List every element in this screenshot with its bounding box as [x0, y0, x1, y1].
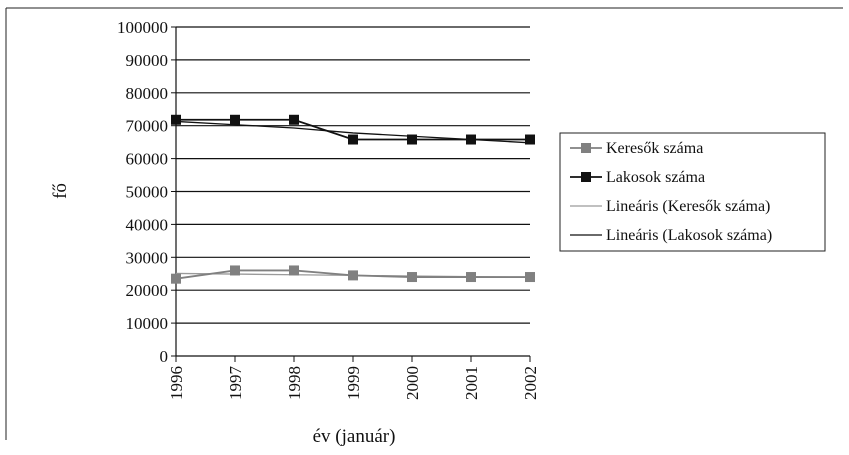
x-tick-label: 1998	[285, 366, 304, 400]
x-axis-title: év (január)	[313, 426, 396, 447]
x-tick-label: 2000	[403, 366, 422, 400]
legend-box	[559, 132, 826, 252]
data-point	[289, 265, 299, 276]
legend-label: Lineáris (Keresők száma)	[606, 198, 770, 215]
y-tick-label: 30000	[126, 248, 169, 267]
data-point	[407, 134, 417, 145]
x-tick-labels: 1996 1997 1998 1999 2000 2001 2002	[167, 366, 540, 401]
legend-label: Keresők száma	[606, 140, 703, 157]
y-tick-label: 0	[160, 347, 169, 366]
data-point	[348, 270, 358, 281]
legend-swatch-marker	[581, 172, 591, 182]
y-tick-label: 20000	[126, 281, 169, 300]
y-tick-label: 60000	[126, 150, 169, 169]
x-tick-label: 1997	[226, 366, 245, 401]
legend-items: Keresők száma Lakosok száma Lineáris (Kere…	[570, 140, 772, 244]
data-point	[525, 134, 535, 145]
x-tick-label: 2001	[462, 366, 481, 400]
x-tick-label: 1996	[167, 366, 186, 400]
y-tick-label: 50000	[126, 183, 169, 202]
data-point	[348, 134, 358, 145]
data-point	[171, 114, 181, 125]
data-point	[407, 272, 417, 283]
data-point	[230, 265, 240, 276]
gridlines	[171, 26, 530, 357]
data-point	[230, 114, 240, 125]
legend-label: Lineáris (Lakosok száma)	[606, 227, 772, 244]
chart-frame	[5, 7, 843, 440]
y-tick-label: 40000	[126, 215, 169, 234]
y-tick-label: 80000	[126, 84, 169, 103]
axes	[175, 27, 531, 362]
y-tick-label: 90000	[126, 51, 169, 70]
legend-swatch-marker	[581, 143, 591, 153]
y-tick-label: 70000	[126, 117, 169, 136]
data-point	[466, 272, 476, 283]
data-point	[466, 134, 476, 145]
y-tick-labels: 0 10000 20000 30000 40000 50000 60000 70000 8000…	[117, 18, 168, 366]
y-axis-title: fő	[50, 183, 71, 199]
legend-label: Lakosok száma	[606, 169, 705, 186]
data-point	[525, 272, 535, 283]
data-point	[289, 114, 299, 125]
y-tick-label: 10000	[126, 314, 169, 333]
x-tick-label: 2002	[521, 366, 540, 400]
legend: Keresők száma Lakosok száma Lineáris (Kere…	[559, 132, 826, 252]
data-point	[171, 273, 181, 284]
x-tick-label: 1999	[344, 366, 363, 400]
series	[171, 114, 535, 284]
y-tick-label: 100000	[117, 18, 168, 37]
